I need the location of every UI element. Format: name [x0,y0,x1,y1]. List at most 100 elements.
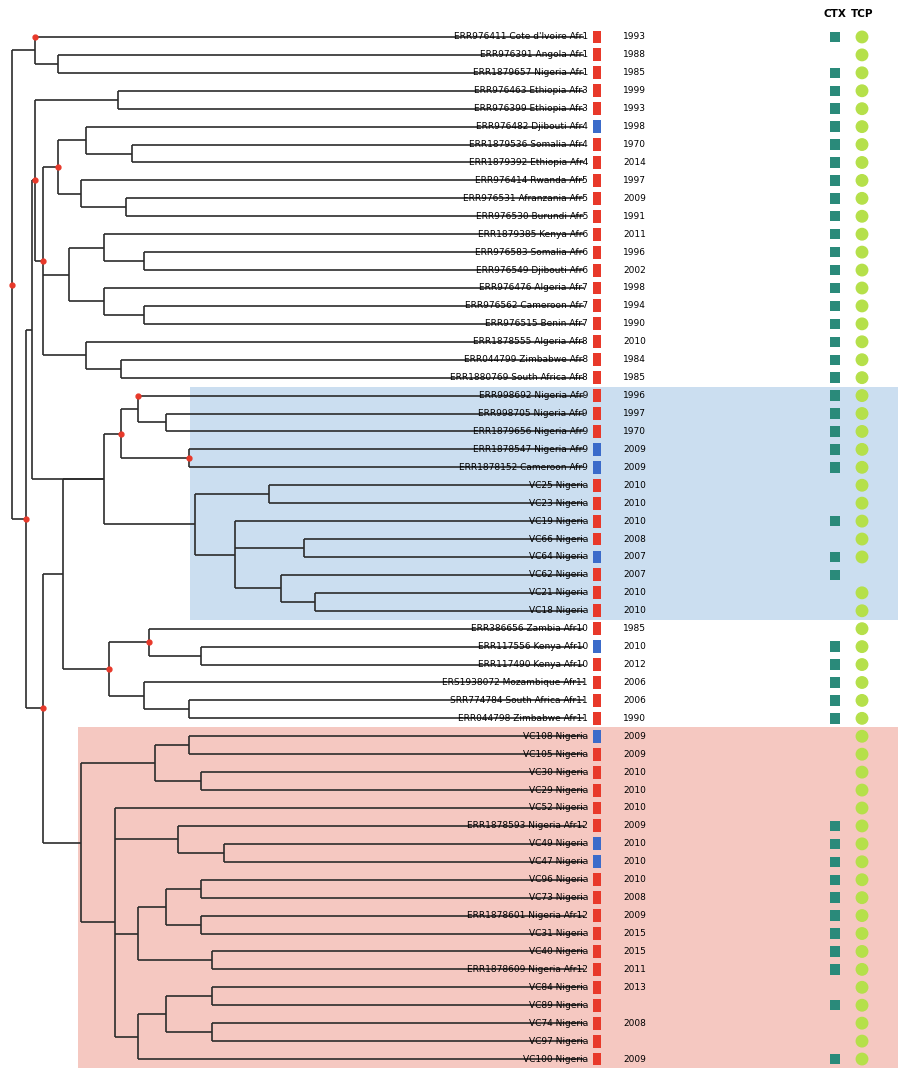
Circle shape [856,462,868,473]
Bar [830,282,841,293]
Text: ERR1879656 Nigeria Afr9: ERR1879656 Nigeria Afr9 [472,427,588,436]
Text: ERR117490 Kenya Afr10: ERR117490 Kenya Afr10 [478,660,588,669]
Bar [830,104,841,114]
Bar [593,390,601,403]
Bar [593,963,601,976]
Bar [190,386,898,620]
Bar [593,837,601,850]
Bar [830,211,841,222]
Circle shape [856,551,868,563]
Bar [830,910,841,921]
Text: VC31 Nigeria: VC31 Nigeria [528,929,588,938]
Bar [593,641,601,654]
Bar [830,516,841,526]
Bar [830,391,841,400]
Text: 1994: 1994 [623,302,646,311]
Bar [830,839,841,849]
Bar [830,1000,841,1011]
Text: 2013: 2013 [623,982,646,992]
Text: VC74 Nigeria: VC74 Nigeria [529,1018,588,1028]
Circle shape [856,1035,868,1047]
Bar [593,873,601,886]
Text: 1998: 1998 [623,283,646,292]
Text: ERR1878547 Nigeria Afr9: ERR1878547 Nigeria Afr9 [472,445,588,453]
Text: VC96 Nigeria: VC96 Nigeria [528,875,588,884]
Text: 2012: 2012 [623,660,646,669]
Circle shape [856,749,868,760]
Circle shape [856,1017,868,1029]
Circle shape [856,802,868,814]
Bar [593,551,601,564]
Text: VC23 Nigeria: VC23 Nigeria [529,499,588,507]
Text: VC84 Nigeria: VC84 Nigeria [529,982,588,992]
Text: 2009: 2009 [623,445,646,453]
Text: VC52 Nigeria: VC52 Nigeria [529,804,588,813]
Bar [593,227,601,240]
Text: VC21 Nigeria: VC21 Nigeria [529,589,588,597]
Text: ERR1879392 Ethiopia Afr4: ERR1879392 Ethiopia Afr4 [469,158,588,167]
Bar [830,140,841,149]
Circle shape [856,49,868,61]
Text: 2010: 2010 [623,840,646,848]
Circle shape [856,730,868,742]
Bar [830,964,841,975]
Text: 1985: 1985 [623,373,646,382]
Bar [593,568,601,581]
Bar [593,443,601,456]
Text: ERR386656 Zambia Afr10: ERR386656 Zambia Afr10 [471,624,588,633]
Bar [830,121,841,132]
Text: 2010: 2010 [623,786,646,794]
Text: 2009: 2009 [623,194,646,202]
Text: 1990: 1990 [623,714,646,723]
Text: ERR976515 Benin Afr7: ERR976515 Benin Afr7 [485,319,588,328]
Bar [830,194,841,203]
Circle shape [856,425,868,437]
Circle shape [856,605,868,617]
Circle shape [856,874,868,885]
Bar [830,301,841,312]
Bar [593,264,601,277]
Text: 2009: 2009 [623,463,646,472]
Circle shape [856,337,868,347]
Bar [830,68,841,78]
Text: ERR117556 Kenya Afr10: ERR117556 Kenya Afr10 [478,642,588,651]
Circle shape [856,228,868,240]
Circle shape [856,964,868,975]
Text: VC49 Nigeria: VC49 Nigeria [529,840,588,848]
Circle shape [856,766,868,778]
Bar [830,247,841,258]
Circle shape [856,444,868,456]
Text: VC73 Nigeria: VC73 Nigeria [528,893,588,902]
Bar [830,713,841,724]
Text: 2011: 2011 [623,965,646,974]
Text: 2009: 2009 [623,821,646,830]
Circle shape [856,713,868,724]
Circle shape [856,623,868,634]
Bar [593,658,601,671]
Text: 2008: 2008 [623,535,646,543]
Text: ERR1878601 Nigeria Afr12: ERR1878601 Nigeria Afr12 [467,911,588,920]
Text: 2008: 2008 [623,893,646,902]
Bar [593,676,601,689]
Bar [593,892,601,905]
Text: 2009: 2009 [623,911,646,920]
Text: VC40 Nigeria: VC40 Nigeria [529,947,588,956]
Circle shape [856,390,868,401]
Bar [830,696,841,705]
Bar [830,175,841,186]
Text: ERR976463 Ethiopia Afr3: ERR976463 Ethiopia Afr3 [474,87,588,95]
Bar [593,1034,601,1047]
Text: 2015: 2015 [623,929,646,938]
Text: ERR998705 Nigeria Afr9: ERR998705 Nigeria Afr9 [479,409,588,418]
Circle shape [856,408,868,419]
Bar [830,229,841,239]
Text: 1984: 1984 [623,355,646,365]
Text: 2011: 2011 [623,229,646,239]
Bar [593,66,601,79]
Bar [593,694,601,707]
Text: ERR976476 Algeria Afr7: ERR976476 Algeria Afr7 [479,283,588,292]
Text: 2010: 2010 [623,606,646,616]
Text: 1991: 1991 [623,212,646,221]
Bar [593,353,601,366]
Circle shape [856,247,868,258]
